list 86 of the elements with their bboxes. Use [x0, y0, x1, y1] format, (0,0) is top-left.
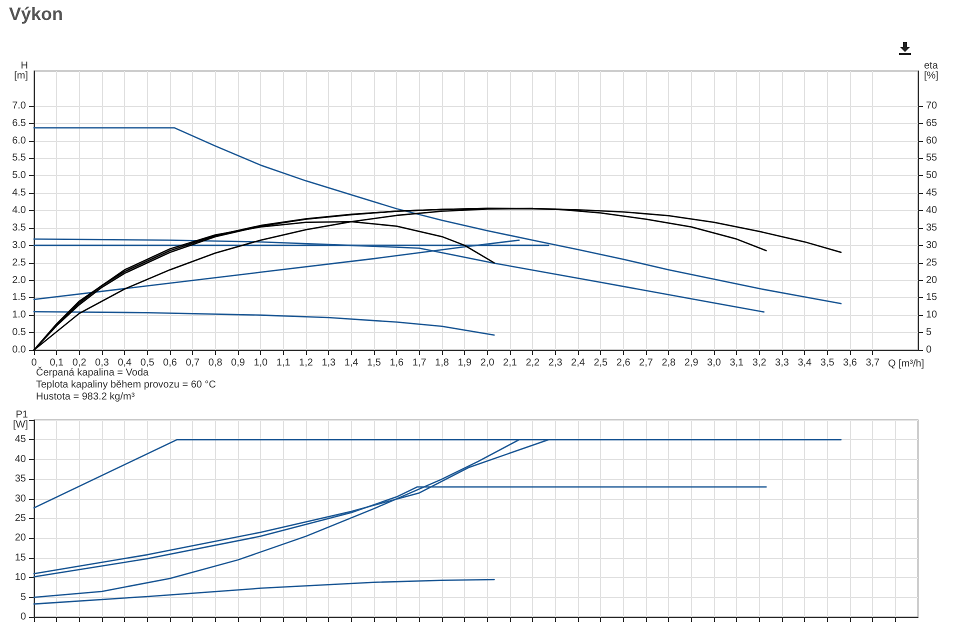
y-tick-label: 0	[20, 612, 26, 622]
chart-title: Výkon	[9, 4, 64, 24]
x-tick-label: 0,6	[163, 358, 178, 368]
y2-tick-label: 0	[926, 344, 932, 356]
y-tick-label: 5	[20, 592, 26, 603]
y2-tick-label: 45	[926, 188, 938, 199]
y2-tick-label: 65	[926, 118, 938, 129]
x-tick-label: 3,5	[820, 358, 835, 368]
x-tick-label: 1,8	[435, 358, 450, 368]
y2-tick-label: 5	[926, 327, 932, 338]
x-tick-label: 2,8	[662, 358, 676, 368]
y2-tick-label: 20	[926, 274, 938, 286]
y-tick-label: 40	[14, 454, 26, 465]
x-tick-label: 1,9	[458, 358, 472, 368]
y-tick-label: 4.0	[12, 205, 26, 216]
y-tick-label: 10	[14, 572, 26, 584]
x-tick-label: 2,5	[594, 358, 608, 368]
y-tick-label: 1.5	[12, 292, 26, 304]
y-tick-label: 0.5	[12, 327, 26, 338]
y-tick-label: 7.0	[12, 100, 26, 112]
y2-tick-label: 60	[926, 135, 938, 146]
y2-tick-label: 15	[926, 292, 938, 304]
y-tick-label: 5.0	[12, 170, 26, 182]
x-tick-label: 2,7	[639, 358, 654, 368]
x-tick-label: 0,2	[72, 358, 87, 368]
x-tick-label: 2,2	[526, 358, 540, 368]
x-tick-label: 0,4	[118, 358, 132, 368]
x-tick-label: 3,6	[843, 358, 858, 368]
x-tick-label: 3,1	[730, 358, 744, 368]
text: Čerpaná kapalina = Voda	[36, 366, 150, 378]
y-tick-label: 1.0	[12, 310, 26, 321]
y-tick-label: 3.0	[12, 240, 26, 251]
y-tick-label: 15	[14, 552, 26, 564]
y-tick-label: 20	[14, 532, 26, 544]
x-tick-label: 1,6	[390, 358, 404, 368]
y-tick-label: 3.5	[12, 222, 26, 234]
y2-tick-label: 25	[926, 257, 938, 268]
y-tick-label: 0.0	[12, 344, 26, 356]
x-tick-label: 0,5	[140, 358, 155, 368]
x-tick-label: 2,6	[616, 358, 631, 368]
text: Teplota kapaliny během provozu = 60 °C	[36, 380, 216, 390]
y-axis-title: H [m]	[14, 60, 28, 82]
y-tick-label: 25	[14, 513, 26, 524]
x-tick-label: 3,0	[707, 358, 722, 368]
x-tick-label: 0,9	[231, 358, 246, 368]
x-tick-label: 0,7	[186, 358, 200, 368]
y-tick-label: 6.5	[12, 118, 26, 129]
x-tick-label: 1,2	[299, 358, 314, 368]
y2-tick-label: 55	[926, 152, 938, 164]
x-tick-label: 1,5	[367, 358, 382, 368]
x-tick-label: 0,3	[95, 358, 110, 368]
y-tick-label: 5.5	[12, 152, 26, 164]
x-tick-label: 0,1	[50, 358, 64, 368]
y-tick-label: 4.5	[12, 188, 26, 199]
y2-tick-label: 40	[926, 205, 938, 216]
y2-tick-label: 70	[926, 100, 938, 112]
x-tick-label: 2,3	[548, 358, 563, 368]
x-axis-title: Q [m³/h]	[888, 358, 924, 370]
x-tick-label: 0,8	[208, 358, 223, 368]
y-axis-title: P1 [W]	[13, 410, 28, 430]
x-tick-label: 3,4	[798, 358, 812, 368]
y-tick-label: 45	[14, 434, 26, 446]
x-tick-label: 2,4	[571, 358, 586, 368]
y2-tick-label: 35	[926, 222, 938, 234]
y2-tick-label: 50	[926, 170, 938, 182]
text: Hustota = 983.2 kg/m³	[36, 392, 136, 402]
y2-tick-label: 30	[926, 240, 938, 251]
x-tick-label: 1,3	[322, 358, 336, 368]
x-tick-label: 3,2	[752, 358, 767, 368]
x-tick-label: 1,0	[254, 358, 268, 368]
x-tick-label: 3,7	[866, 358, 880, 368]
y-tick-label: 35	[14, 474, 26, 485]
y-tick-label: 6.0	[12, 135, 26, 146]
y-tick-label: 2.5	[12, 257, 26, 268]
x-tick-label: 0	[31, 358, 38, 368]
x-tick-label: 2,0	[480, 358, 495, 368]
x-tick-label: 1,7	[412, 358, 427, 368]
x-tick-label: 1,4	[344, 358, 359, 368]
x-tick-label: 2,9	[684, 358, 699, 368]
x-tick-label: 3,3	[775, 358, 790, 368]
y2-axis-title: eta [%]	[924, 60, 939, 82]
y2-tick-label: 10	[926, 310, 938, 321]
x-tick-label: 2,1	[503, 358, 518, 368]
y-tick-label: 2.0	[12, 274, 26, 286]
x-tick-label: 1,1	[276, 358, 291, 368]
y-tick-label: 30	[14, 493, 26, 504]
